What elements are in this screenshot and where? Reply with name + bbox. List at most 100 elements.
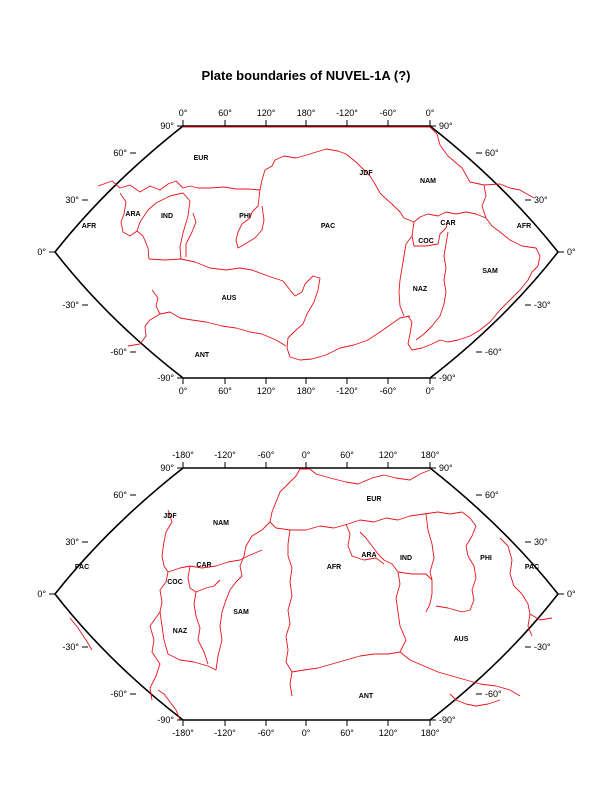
plate-label: NAZ <box>413 286 428 293</box>
lat-label: -90° <box>157 715 174 725</box>
map-top-ticks <box>49 120 564 384</box>
boundary-line <box>157 689 181 721</box>
lat-label: 0° <box>37 247 46 257</box>
boundary-line <box>449 693 501 707</box>
boundary-line <box>269 468 463 531</box>
boundary-line <box>183 126 535 199</box>
plate-label: CAR <box>196 562 211 569</box>
map-top-lon-labels-top: 0° 60° 120° 180° -120° -60° 0° <box>179 108 435 118</box>
lat-label: -60° <box>485 347 502 357</box>
lon-label: -120° <box>336 108 358 118</box>
lat-label: 0° <box>567 247 576 257</box>
lat-label: 0° <box>567 589 576 599</box>
plate-label: NAZ <box>173 628 188 635</box>
plate-label: NAM <box>420 178 436 185</box>
plate-label: IND <box>400 555 412 562</box>
plate-label: PAC <box>321 223 335 230</box>
lon-label: 0° <box>179 108 188 118</box>
lon-label: 120° <box>379 450 398 460</box>
plate-label: CAR <box>440 220 455 227</box>
lon-label: 0° <box>426 386 435 396</box>
boundary-line <box>185 212 197 257</box>
map-top-lon-labels-bottom: 0° 60° 120° 180° -120° -60° 0° <box>179 386 435 396</box>
boundary-line <box>215 521 271 671</box>
boundary-line <box>235 189 265 249</box>
lon-label: 0° <box>302 450 311 460</box>
lon-label: 180° <box>421 450 440 460</box>
boundary-line <box>415 231 449 341</box>
lon-label: 180° <box>297 108 316 118</box>
lon-label: 60° <box>218 108 232 118</box>
boundary-line <box>398 235 413 317</box>
lat-label: 30° <box>65 195 79 205</box>
map-top-lat-labels-right: 90° 60° 30° 0° -30° -60° -90° <box>439 121 576 383</box>
lon-label: -120° <box>214 450 236 460</box>
lat-label: 60° <box>485 490 499 500</box>
lat-label: 0° <box>37 589 46 599</box>
plate-label: AFR <box>517 223 531 230</box>
lat-label: -90° <box>157 373 174 383</box>
boundary-line <box>193 591 209 665</box>
boundary-line <box>399 651 521 697</box>
map-top-frame <box>53 125 560 379</box>
map-bottom: -180° -120° -60° 0° 60° 120° 180° -180° … <box>37 450 576 738</box>
lat-label: -30° <box>534 642 551 652</box>
map-bottom-ticks <box>49 462 564 726</box>
lon-label: 0° <box>302 728 311 738</box>
boundary-line <box>435 511 477 613</box>
lon-label: 0° <box>179 386 188 396</box>
lat-label: -30° <box>62 300 79 310</box>
plate-label: EUR <box>367 496 382 503</box>
map-bottom-lat-labels-right: 90° 60° 30° 0° -30° -60° -90° <box>439 463 576 725</box>
map-bottom-plate-labels: EUR JDF NAM ARA IND PHI PAC PAC CAR COC … <box>75 496 539 700</box>
lat-label: 30° <box>534 195 548 205</box>
plate-label: JDF <box>359 170 373 177</box>
lon-label: -180° <box>172 728 194 738</box>
plate-label: ANT <box>195 352 210 359</box>
boundary-line <box>187 565 221 593</box>
lat-label: -60° <box>485 689 502 699</box>
lat-label: 30° <box>534 537 548 547</box>
plate-label: COC <box>418 238 434 245</box>
lat-label: -30° <box>62 642 79 652</box>
lat-label: 90° <box>439 463 453 473</box>
boundary-line <box>397 571 433 613</box>
plate-label: ANT <box>359 693 374 700</box>
map-top-lat-labels-left: 90° 60° 30° 0° -30° -60° -90° <box>37 121 174 383</box>
plate-label: PAC <box>75 564 89 571</box>
plate-label: IND <box>161 213 173 220</box>
plate-label: JDF <box>163 513 177 520</box>
lat-label: -60° <box>110 347 127 357</box>
boundary-line <box>69 617 93 651</box>
boundary-line <box>399 211 487 223</box>
lat-label: -60° <box>110 689 127 699</box>
lat-label: -30° <box>534 300 551 310</box>
boundary-line <box>159 571 217 671</box>
lon-label: -180° <box>172 450 194 460</box>
plate-label: ARA <box>361 552 376 559</box>
lon-label: 120° <box>257 386 276 396</box>
map-top-boundaries <box>97 126 541 361</box>
lon-label: 60° <box>340 450 354 460</box>
plate-label: PHI <box>239 213 251 220</box>
map-bottom-boundaries <box>69 468 553 721</box>
boundary-line <box>291 531 407 673</box>
map-bottom-lon-labels-top: -180° -120° -60° 0° 60° 120° 180° <box>172 450 440 460</box>
lon-label: 180° <box>297 386 316 396</box>
boundary-line <box>529 613 553 621</box>
lon-label: -60° <box>380 386 397 396</box>
lat-label: 60° <box>485 148 499 158</box>
lat-label: 90° <box>160 121 174 131</box>
map-bottom-lon-labels-bottom: -180° -120° -60° 0° 60° 120° 180° <box>172 728 440 738</box>
lon-label: 60° <box>340 728 354 738</box>
map-bottom-frame <box>53 467 560 721</box>
boundary-line <box>345 523 385 565</box>
boundary-line <box>300 468 431 485</box>
boundary-line <box>149 611 161 701</box>
lat-label: 90° <box>160 463 174 473</box>
plate-label: SAM <box>482 268 498 275</box>
lat-label: 60° <box>113 490 127 500</box>
lon-label: -60° <box>380 108 397 118</box>
plate-label: AFR <box>327 564 341 571</box>
boundary-line <box>411 219 449 247</box>
